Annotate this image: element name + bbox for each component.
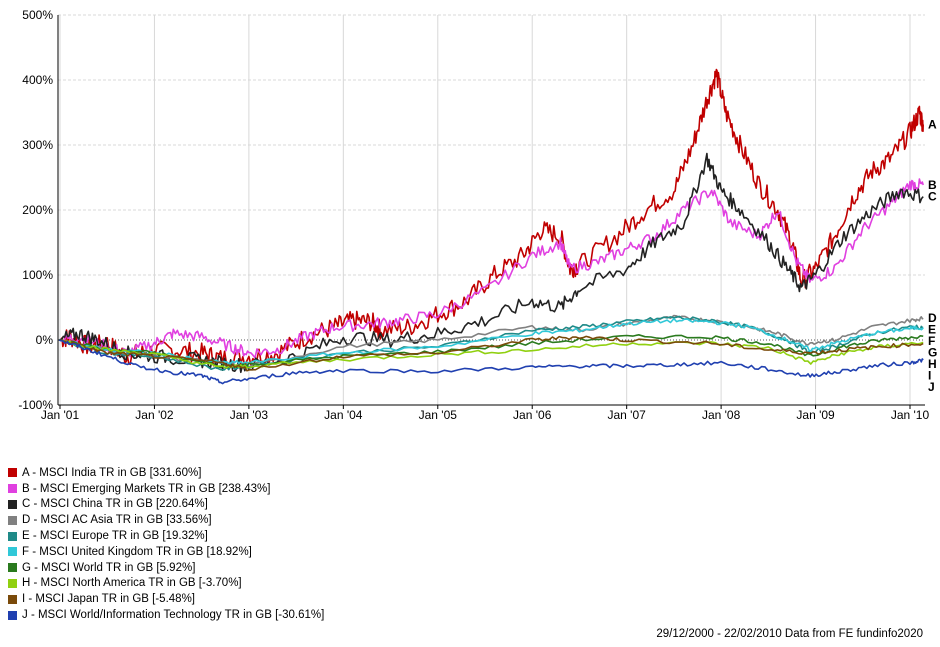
legend-label: A - MSCI India TR in GB [331.60%] — [22, 467, 201, 479]
y-tick-label: 400% — [22, 73, 53, 87]
legend-swatch — [8, 611, 17, 620]
y-axis-ticks: 500%400%300%200%100%0%-100% — [18, 8, 53, 412]
legend-label: I - MSCI Japan TR in GB [-5.48%] — [22, 593, 195, 605]
legend-label: C - MSCI China TR in GB [220.64%] — [22, 498, 208, 510]
legend-swatch — [8, 579, 17, 588]
legend-label: E - MSCI Europe TR in GB [19.32%] — [22, 530, 208, 542]
legend-item: A - MSCI India TR in GB [331.60%] — [8, 465, 324, 481]
x-tick-label: Jan '06 — [513, 408, 552, 422]
y-tick-label: 0% — [36, 333, 54, 347]
series-end-label-c: C — [928, 190, 937, 204]
x-tick-label: Jan '04 — [324, 408, 363, 422]
x-axis-ticks: Jan '01 Jan '02 Jan '03 Jan '04 Jan '05 Jan '… — [41, 408, 930, 422]
legend-swatch — [8, 595, 17, 604]
series-lines — [59, 70, 923, 384]
legend-item: F - MSCI United Kingdom TR in GB [18.92%… — [8, 544, 324, 560]
series-line-b — [59, 179, 923, 358]
legend-swatch — [8, 547, 17, 556]
legend-swatch — [8, 484, 17, 493]
x-tick-label: Jan '09 — [796, 408, 835, 422]
legend-item: I - MSCI Japan TR in GB [-5.48%] — [8, 591, 324, 607]
line-chart: 500%400%300%200%100%0%-100% Jan '01 Jan '… — [0, 0, 940, 460]
x-tick-label: Jan '08 — [702, 408, 741, 422]
legend-label: H - MSCI North America TR in GB [-3.70%] — [22, 577, 242, 589]
series-end-label-a: A — [928, 117, 937, 131]
legend-label: J - MSCI World/Information Technology TR… — [22, 609, 324, 621]
y-tick-label: 200% — [22, 203, 53, 217]
data-source-footer: 29/12/2000 - 22/02/2010 Data from FE fun… — [656, 628, 923, 640]
legend-swatch — [8, 500, 17, 509]
legend-item: G - MSCI World TR in GB [5.92%] — [8, 560, 324, 576]
legend-swatch — [8, 532, 17, 541]
legend-item: J - MSCI World/Information Technology TR… — [8, 607, 324, 623]
legend-label: B - MSCI Emerging Markets TR in GB [238.… — [22, 483, 270, 495]
legend-label: D - MSCI AC Asia TR in GB [33.56%] — [22, 514, 212, 526]
x-tick-label: Jan '03 — [230, 408, 269, 422]
legend-swatch — [8, 563, 17, 572]
legend: A - MSCI India TR in GB [331.60%] B - MSC… — [8, 465, 324, 623]
legend-label: G - MSCI World TR in GB [5.92%] — [22, 562, 195, 574]
y-tick-label: 500% — [22, 8, 53, 22]
legend-item: D - MSCI AC Asia TR in GB [33.56%] — [8, 512, 324, 528]
x-tick-label: Jan '02 — [135, 408, 174, 422]
legend-item: C - MSCI China TR in GB [220.64%] — [8, 497, 324, 513]
y-tick-label: 300% — [22, 138, 53, 152]
legend-swatch — [8, 516, 17, 525]
legend-item: E - MSCI Europe TR in GB [19.32%] — [8, 528, 324, 544]
legend-swatch — [8, 468, 17, 477]
series-end-label-j: J — [928, 380, 935, 394]
x-tick-label: Jan '01 — [41, 408, 80, 422]
legend-label: F - MSCI United Kingdom TR in GB [18.92%… — [22, 546, 252, 558]
y-tick-label: 100% — [22, 268, 53, 282]
x-tick-label: Jan '10 — [891, 408, 930, 422]
x-tick-label: Jan '05 — [419, 408, 458, 422]
series-line-a — [59, 70, 923, 367]
legend-item: B - MSCI Emerging Markets TR in GB [238.… — [8, 481, 324, 497]
x-tick-label: Jan '07 — [608, 408, 647, 422]
legend-item: H - MSCI North America TR in GB [-3.70%] — [8, 576, 324, 592]
